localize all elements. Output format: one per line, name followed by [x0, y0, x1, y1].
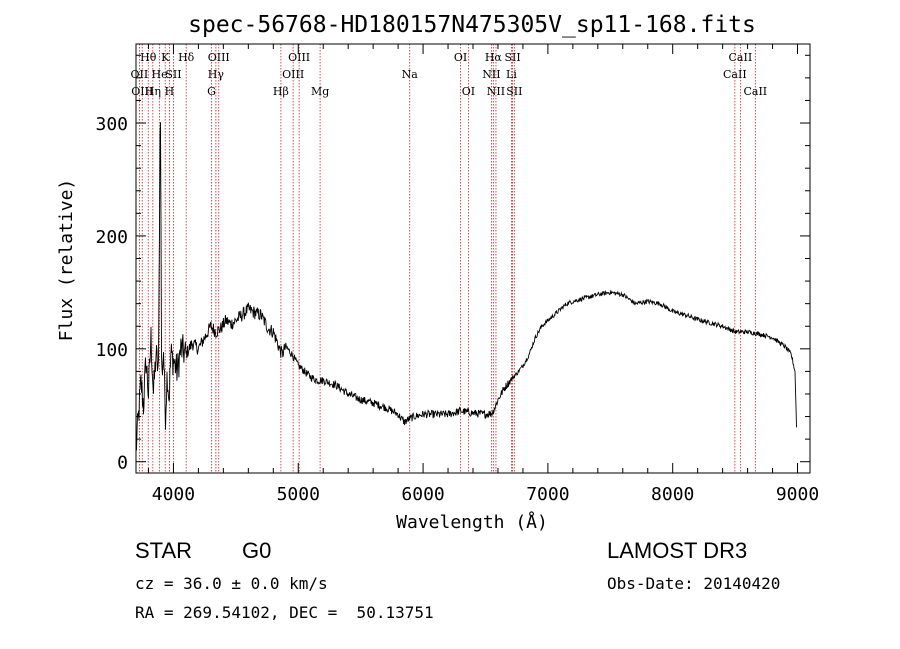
line-label-7: SII — [165, 68, 181, 81]
line-label-20: Hα — [485, 51, 503, 64]
line-label-13: OIII — [282, 68, 304, 81]
line-label-10: Hγ — [208, 68, 225, 81]
coordinates: RA = 269.54102, DEC = 50.13751 — [135, 603, 434, 622]
y-axis-label: Flux (relative) — [56, 179, 77, 342]
x-tick-label: 7000 — [526, 484, 569, 505]
line-label-15: Mg — [311, 85, 329, 98]
x-tick-label: 8000 — [651, 484, 694, 505]
line-label-17: OI — [454, 51, 467, 64]
spectrum-layer — [135, 122, 797, 451]
y-tick-label: 100 — [95, 340, 128, 361]
chart-title: spec-56768-HD180157N475305V_sp11-168.fit… — [188, 12, 756, 38]
y-tick-label: 300 — [95, 114, 128, 135]
line-label-11: G — [207, 85, 216, 98]
line-label-6: H — [165, 85, 175, 98]
line-label-26: CaII — [723, 68, 747, 81]
y-tick-label: 0 — [117, 453, 128, 474]
line-label-21: NII — [487, 85, 505, 98]
line-label-24: SII — [506, 85, 522, 98]
x-axis-label: Wavelength (Å) — [396, 511, 548, 533]
obs-date: Obs-Date: 20140420 — [607, 574, 781, 593]
x-tick-label: 6000 — [401, 484, 444, 505]
line-label-9: OIII — [208, 51, 230, 64]
line-label-2: OIII — [131, 85, 153, 98]
x-tick-label: 4000 — [152, 484, 195, 505]
line-label-27: CaII — [743, 85, 767, 98]
subclass: G0 — [242, 538, 272, 563]
x-tick-label: 5000 — [277, 484, 320, 505]
line-label-19: NII — [482, 68, 500, 81]
line-label-18: OI — [462, 85, 475, 98]
line-label-25: CaII — [729, 51, 753, 64]
line-label-12: Hβ — [273, 85, 289, 98]
line-label-16: Na — [402, 68, 419, 81]
y-tick-label: 200 — [95, 227, 128, 248]
line-label-5: K — [161, 51, 170, 64]
x-tick-label: 9000 — [776, 484, 819, 505]
spectrum-line — [135, 122, 797, 451]
line-label-4: He — [152, 68, 168, 81]
line-label-3: Hη — [145, 85, 161, 98]
spectral-line-markers — [138, 44, 756, 473]
plot-frame — [135, 43, 811, 474]
y-axis-ticks: 0 100 200 300 — [95, 54, 810, 474]
line-label-23: Li — [506, 68, 517, 81]
line-label-1: OII — [131, 68, 149, 81]
line-label-22: SII — [504, 51, 520, 64]
line-label-14: OIII — [288, 51, 310, 64]
redshift-readout: cz = 36.0 ± 0.0 km/s — [135, 574, 328, 593]
object-class: STAR — [135, 538, 193, 563]
line-label-0: Hθ — [140, 51, 157, 64]
survey-name: LAMOST DR3 — [607, 538, 748, 563]
line-label-8: Hδ — [178, 51, 195, 64]
x-axis-ticks: 4000 5000 6000 7000 8000 9000 — [147, 44, 819, 505]
